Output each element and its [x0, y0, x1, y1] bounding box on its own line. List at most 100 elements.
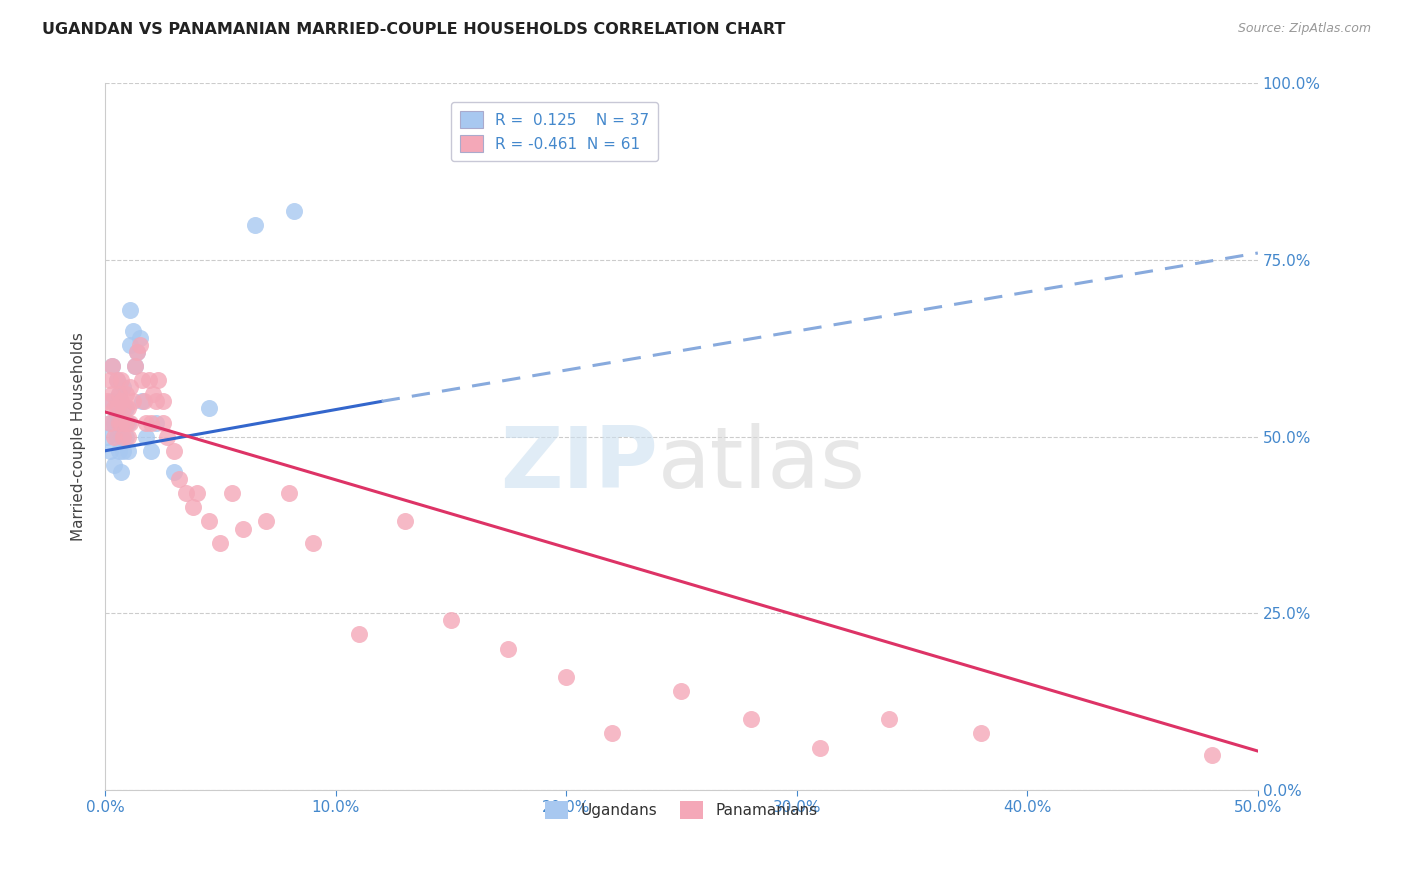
Point: [163, 465, 186, 479]
Point: [156, 430, 179, 444]
Point: [105, 373, 128, 387]
Point: [105, 430, 128, 444]
Point: [152, 394, 174, 409]
Point: [347, 627, 370, 641]
Point: [301, 535, 323, 549]
Point: [108, 387, 131, 401]
Point: [101, 394, 124, 409]
Point: [112, 380, 135, 394]
Point: [186, 486, 208, 500]
Point: [108, 387, 131, 401]
Point: [127, 345, 149, 359]
Point: [131, 373, 153, 387]
Point: [121, 324, 143, 338]
Point: [101, 359, 124, 373]
Point: [138, 373, 160, 387]
Point: [254, 515, 277, 529]
Point: [167, 472, 190, 486]
Point: [181, 500, 204, 515]
Point: [146, 373, 169, 387]
Point: [498, 641, 520, 656]
Point: [105, 373, 128, 387]
Point: [970, 726, 993, 740]
Point: [117, 430, 139, 444]
Point: [108, 443, 131, 458]
Point: [600, 726, 623, 740]
Point: [671, 684, 693, 698]
Point: [110, 373, 132, 387]
Point: [121, 394, 143, 409]
Point: [394, 515, 416, 529]
Point: [112, 401, 135, 416]
Point: [105, 409, 128, 423]
Point: [114, 416, 136, 430]
Point: [128, 331, 150, 345]
Point: [110, 430, 132, 444]
Point: [105, 401, 128, 416]
Text: Source: ZipAtlas.com: Source: ZipAtlas.com: [1237, 22, 1371, 36]
Point: [110, 394, 132, 409]
Point: [808, 740, 831, 755]
Point: [174, 486, 197, 500]
Point: [145, 394, 167, 409]
Point: [108, 416, 131, 430]
Point: [103, 458, 125, 472]
Point: [135, 430, 157, 444]
Point: [103, 430, 125, 444]
Point: [112, 430, 135, 444]
Point: [103, 416, 125, 430]
Point: [197, 515, 219, 529]
Point: [112, 443, 135, 458]
Point: [120, 338, 142, 352]
Point: [114, 387, 136, 401]
Point: [120, 416, 142, 430]
Point: [139, 443, 162, 458]
Point: [110, 409, 132, 423]
Point: [278, 486, 301, 500]
Point: [98, 416, 121, 430]
Point: [1201, 747, 1223, 762]
Point: [152, 416, 174, 430]
Point: [877, 712, 900, 726]
Text: UGANDAN VS PANAMANIAN MARRIED-COUPLE HOUSEHOLDS CORRELATION CHART: UGANDAN VS PANAMANIAN MARRIED-COUPLE HOU…: [42, 22, 786, 37]
Point: [283, 203, 305, 218]
Text: ZIP: ZIP: [501, 424, 658, 507]
Point: [98, 416, 121, 430]
Point: [740, 712, 762, 726]
Point: [96, 394, 118, 409]
Point: [101, 359, 124, 373]
Legend: Ugandans, Panamanians: Ugandans, Panamanians: [540, 795, 824, 825]
Point: [117, 416, 139, 430]
Point: [135, 416, 157, 430]
Point: [120, 380, 142, 394]
Point: [103, 401, 125, 416]
Point: [112, 416, 135, 430]
Point: [124, 359, 146, 373]
Point: [127, 345, 149, 359]
Point: [120, 302, 142, 317]
Point: [243, 218, 266, 232]
Point: [128, 338, 150, 352]
Point: [221, 486, 243, 500]
Point: [114, 401, 136, 416]
Point: [440, 613, 463, 627]
Point: [98, 443, 121, 458]
Y-axis label: Married-couple Households: Married-couple Households: [72, 332, 86, 541]
Point: [555, 670, 578, 684]
Point: [114, 430, 136, 444]
Point: [96, 430, 118, 444]
Point: [139, 416, 162, 430]
Point: [134, 394, 156, 409]
Point: [145, 416, 167, 430]
Point: [131, 394, 153, 409]
Point: [108, 416, 131, 430]
Point: [197, 401, 219, 416]
Point: [98, 373, 121, 387]
Text: atlas: atlas: [658, 424, 866, 507]
Point: [232, 522, 254, 536]
Point: [110, 465, 132, 479]
Point: [117, 401, 139, 416]
Point: [124, 359, 146, 373]
Point: [142, 387, 165, 401]
Point: [110, 416, 132, 430]
